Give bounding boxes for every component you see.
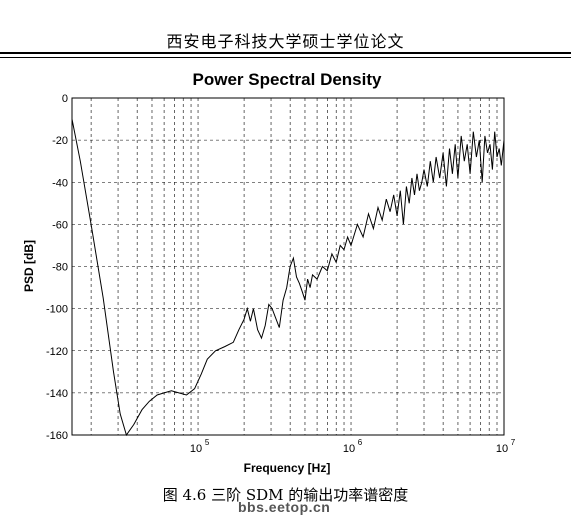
x-tick-label: 10: [343, 443, 355, 455]
y-tick-label: 0: [62, 93, 68, 105]
x-tick-label: 10: [190, 443, 202, 455]
x-tick-exponent: 7: [511, 438, 516, 447]
y-tick-label: -140: [46, 388, 68, 400]
chart-grid: [72, 98, 504, 435]
chart-title: Power Spectral Density: [193, 70, 383, 89]
x-tick-label: 10: [496, 443, 508, 455]
page-header: 西安电子科技大学硕士学位论文: [166, 32, 405, 51]
y-tick-label: -40: [52, 177, 68, 189]
y-tick-labels: 0 -20 -40 -60 -80 -100 -120 -140 -160: [46, 93, 68, 442]
watermark: bbs.eetop.cn: [238, 499, 331, 515]
y-tick-label: -120: [46, 346, 68, 358]
x-tick-exponent: 5: [205, 438, 210, 447]
y-tick-label: -100: [46, 304, 68, 316]
plot-frame: [71, 97, 505, 436]
header-rule-thick: [0, 52, 571, 54]
y-tick-label: -160: [46, 430, 68, 442]
x-tick-exponent: 6: [358, 438, 363, 447]
x-axis-label: Frequency [Hz]: [244, 461, 331, 475]
header-rule-thin: [0, 57, 571, 58]
y-axis-label: PSD [dB]: [22, 240, 36, 292]
y-tick-label: -60: [52, 219, 68, 231]
series-line-psd: [71, 119, 505, 437]
y-tick-label: -20: [52, 135, 68, 147]
figure-caption: 图 4.6 三阶 SDM 的输出功率谱密度: [162, 486, 409, 504]
psd-chart: Power Spectral Density 0 -20 -40 -60 -80 -100…: [22, 70, 516, 475]
y-tick-label: -80: [52, 262, 68, 274]
